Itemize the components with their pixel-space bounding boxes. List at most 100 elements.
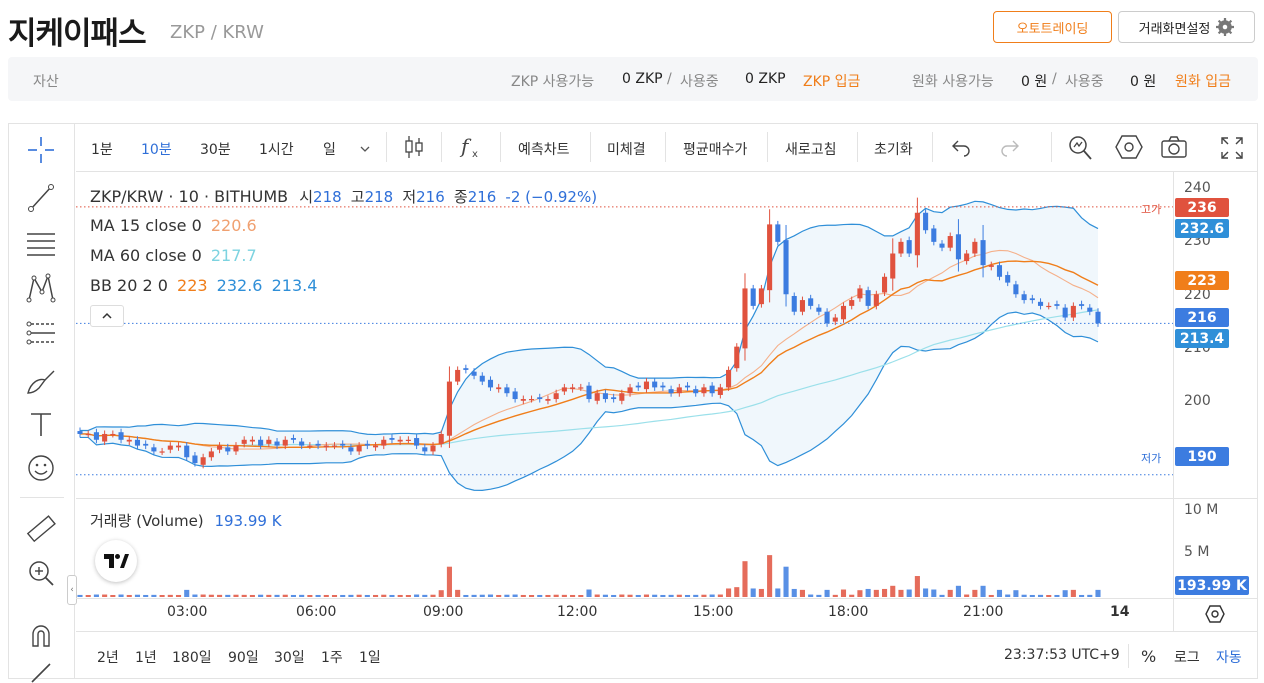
- volume-bar: [857, 590, 863, 597]
- candle-body: [652, 381, 658, 388]
- assets-bar: [8, 57, 1258, 101]
- auto-trading-button[interactable]: 오토트레이딩: [993, 11, 1112, 43]
- chevron-up-icon: [102, 312, 112, 319]
- refresh-button[interactable]: 새로고침: [785, 142, 837, 158]
- zkp-in-use-value: 0 ZKP: [745, 71, 786, 87]
- close-label: 종: [453, 188, 468, 206]
- avg-price-button[interactable]: 평균매수가: [683, 142, 748, 158]
- emoji-icon[interactable]: [24, 451, 58, 485]
- fullscreen-icon[interactable]: [1220, 136, 1244, 164]
- range-90d[interactable]: 90일: [228, 650, 259, 666]
- range-1d[interactable]: 1일: [359, 650, 381, 666]
- volume-bar: [1021, 594, 1027, 597]
- candle-body: [931, 228, 937, 242]
- candle-body: [816, 307, 822, 312]
- volume-bar: [898, 589, 904, 597]
- volume-chart[interactable]: [76, 499, 1173, 599]
- interval-1m[interactable]: 1분: [91, 142, 113, 158]
- volume-bar: [865, 588, 871, 597]
- alert-magnifier-icon[interactable]: [1067, 133, 1093, 165]
- volume-bar: [299, 594, 305, 597]
- volume-bar: [331, 595, 338, 597]
- candle-body: [1062, 307, 1068, 318]
- pattern-icon[interactable]: [24, 271, 58, 305]
- zkp-deposit-link[interactable]: ZKP 입금: [803, 74, 861, 90]
- volume-bar: [758, 588, 764, 597]
- open-orders-button[interactable]: 미체결: [607, 142, 646, 158]
- range-2y[interactable]: 2년: [97, 650, 119, 666]
- volume-bar: [545, 594, 551, 597]
- volume-bar: [709, 594, 715, 597]
- candle-body: [266, 439, 272, 444]
- volume-bar: [1046, 595, 1052, 597]
- candle-body: [996, 265, 1003, 277]
- interval-10m[interactable]: 10분: [141, 142, 172, 158]
- candle-body: [233, 445, 239, 452]
- interval-day[interactable]: 일: [323, 142, 336, 158]
- krw-deposit-link[interactable]: 원화 입금: [1175, 74, 1231, 90]
- trendline-icon[interactable]: [24, 181, 58, 215]
- parallel-lines-icon[interactable]: [24, 226, 58, 260]
- candle-body: [537, 397, 543, 400]
- tradingview-logo-icon[interactable]: [95, 540, 137, 582]
- candle-style-icon[interactable]: [402, 134, 426, 164]
- candle-body: [422, 447, 428, 452]
- zoom-in-icon[interactable]: [24, 556, 58, 590]
- text-tool-icon[interactable]: [24, 407, 58, 441]
- candle-body: [553, 393, 559, 400]
- volume-tag: 193.99 K: [1175, 576, 1249, 595]
- candle-body: [85, 433, 91, 436]
- volume-bar: [1062, 590, 1068, 597]
- price-chart[interactable]: [76, 172, 1173, 498]
- candle-body: [307, 445, 313, 447]
- volume-bar: [955, 585, 961, 597]
- interval-30m[interactable]: 30분: [200, 142, 231, 158]
- ruler-icon[interactable]: [24, 512, 58, 546]
- toolbar-divider: [665, 132, 666, 162]
- chevron-down-icon[interactable]: [358, 141, 372, 160]
- volume-bar: [799, 589, 805, 597]
- crosshair-icon[interactable]: [24, 133, 58, 167]
- hexagon-settings-icon[interactable]: [1115, 134, 1143, 164]
- axis-settings-icon[interactable]: [1205, 604, 1225, 628]
- screen-settings-button[interactable]: 거래화면설정: [1118, 11, 1255, 43]
- camera-icon[interactable]: [1160, 135, 1188, 163]
- log-toggle[interactable]: 로그: [1174, 650, 1200, 666]
- brush-icon[interactable]: [24, 364, 58, 398]
- redo-icon[interactable]: [999, 137, 1021, 161]
- reset-button[interactable]: 초기화: [874, 142, 913, 158]
- fib-icon[interactable]: [24, 316, 58, 350]
- clock-timezone[interactable]: 23:37:53 UTC+9: [1004, 647, 1120, 663]
- volume-bar: [980, 585, 986, 597]
- auto-toggle[interactable]: 자동: [1216, 650, 1242, 666]
- low-marker-label: 저가: [1141, 452, 1162, 465]
- range-180d[interactable]: 180일: [172, 650, 212, 666]
- range-1y[interactable]: 1년: [135, 650, 157, 666]
- volume-value: 193.99 K: [214, 512, 282, 530]
- volume-bar: [783, 566, 789, 597]
- volume-bar: [307, 595, 313, 597]
- volume-bar: [274, 594, 280, 597]
- candle-body: [742, 288, 748, 349]
- magnet-icon[interactable]: [24, 618, 58, 652]
- percent-toggle[interactable]: %: [1141, 647, 1157, 666]
- bb-legend[interactable]: BB 20 2 0 223 232.6 213.4: [90, 276, 317, 295]
- volume-bar: [849, 594, 855, 597]
- pencil-icon[interactable]: [24, 658, 58, 683]
- volume-bar: [422, 594, 428, 597]
- volume-bar: [512, 594, 518, 597]
- range-1w[interactable]: 1주: [321, 650, 343, 666]
- collapse-legend-button[interactable]: [90, 305, 124, 327]
- range-30d[interactable]: 30일: [274, 650, 305, 666]
- volume-bar: [726, 588, 732, 597]
- candle-body: [635, 385, 641, 388]
- volume-bar: [914, 576, 920, 597]
- interval-1h[interactable]: 1시간: [259, 142, 294, 158]
- ma60-legend[interactable]: MA 60 close 0 217.7: [90, 246, 257, 265]
- collapse-toolbar-button[interactable]: ‹: [67, 575, 77, 605]
- undo-icon[interactable]: [950, 137, 972, 161]
- prediction-chart-button[interactable]: 예측차트: [518, 142, 570, 158]
- high-label: 고: [350, 188, 365, 206]
- ma15-legend[interactable]: MA 15 close 0 220.6: [90, 216, 257, 235]
